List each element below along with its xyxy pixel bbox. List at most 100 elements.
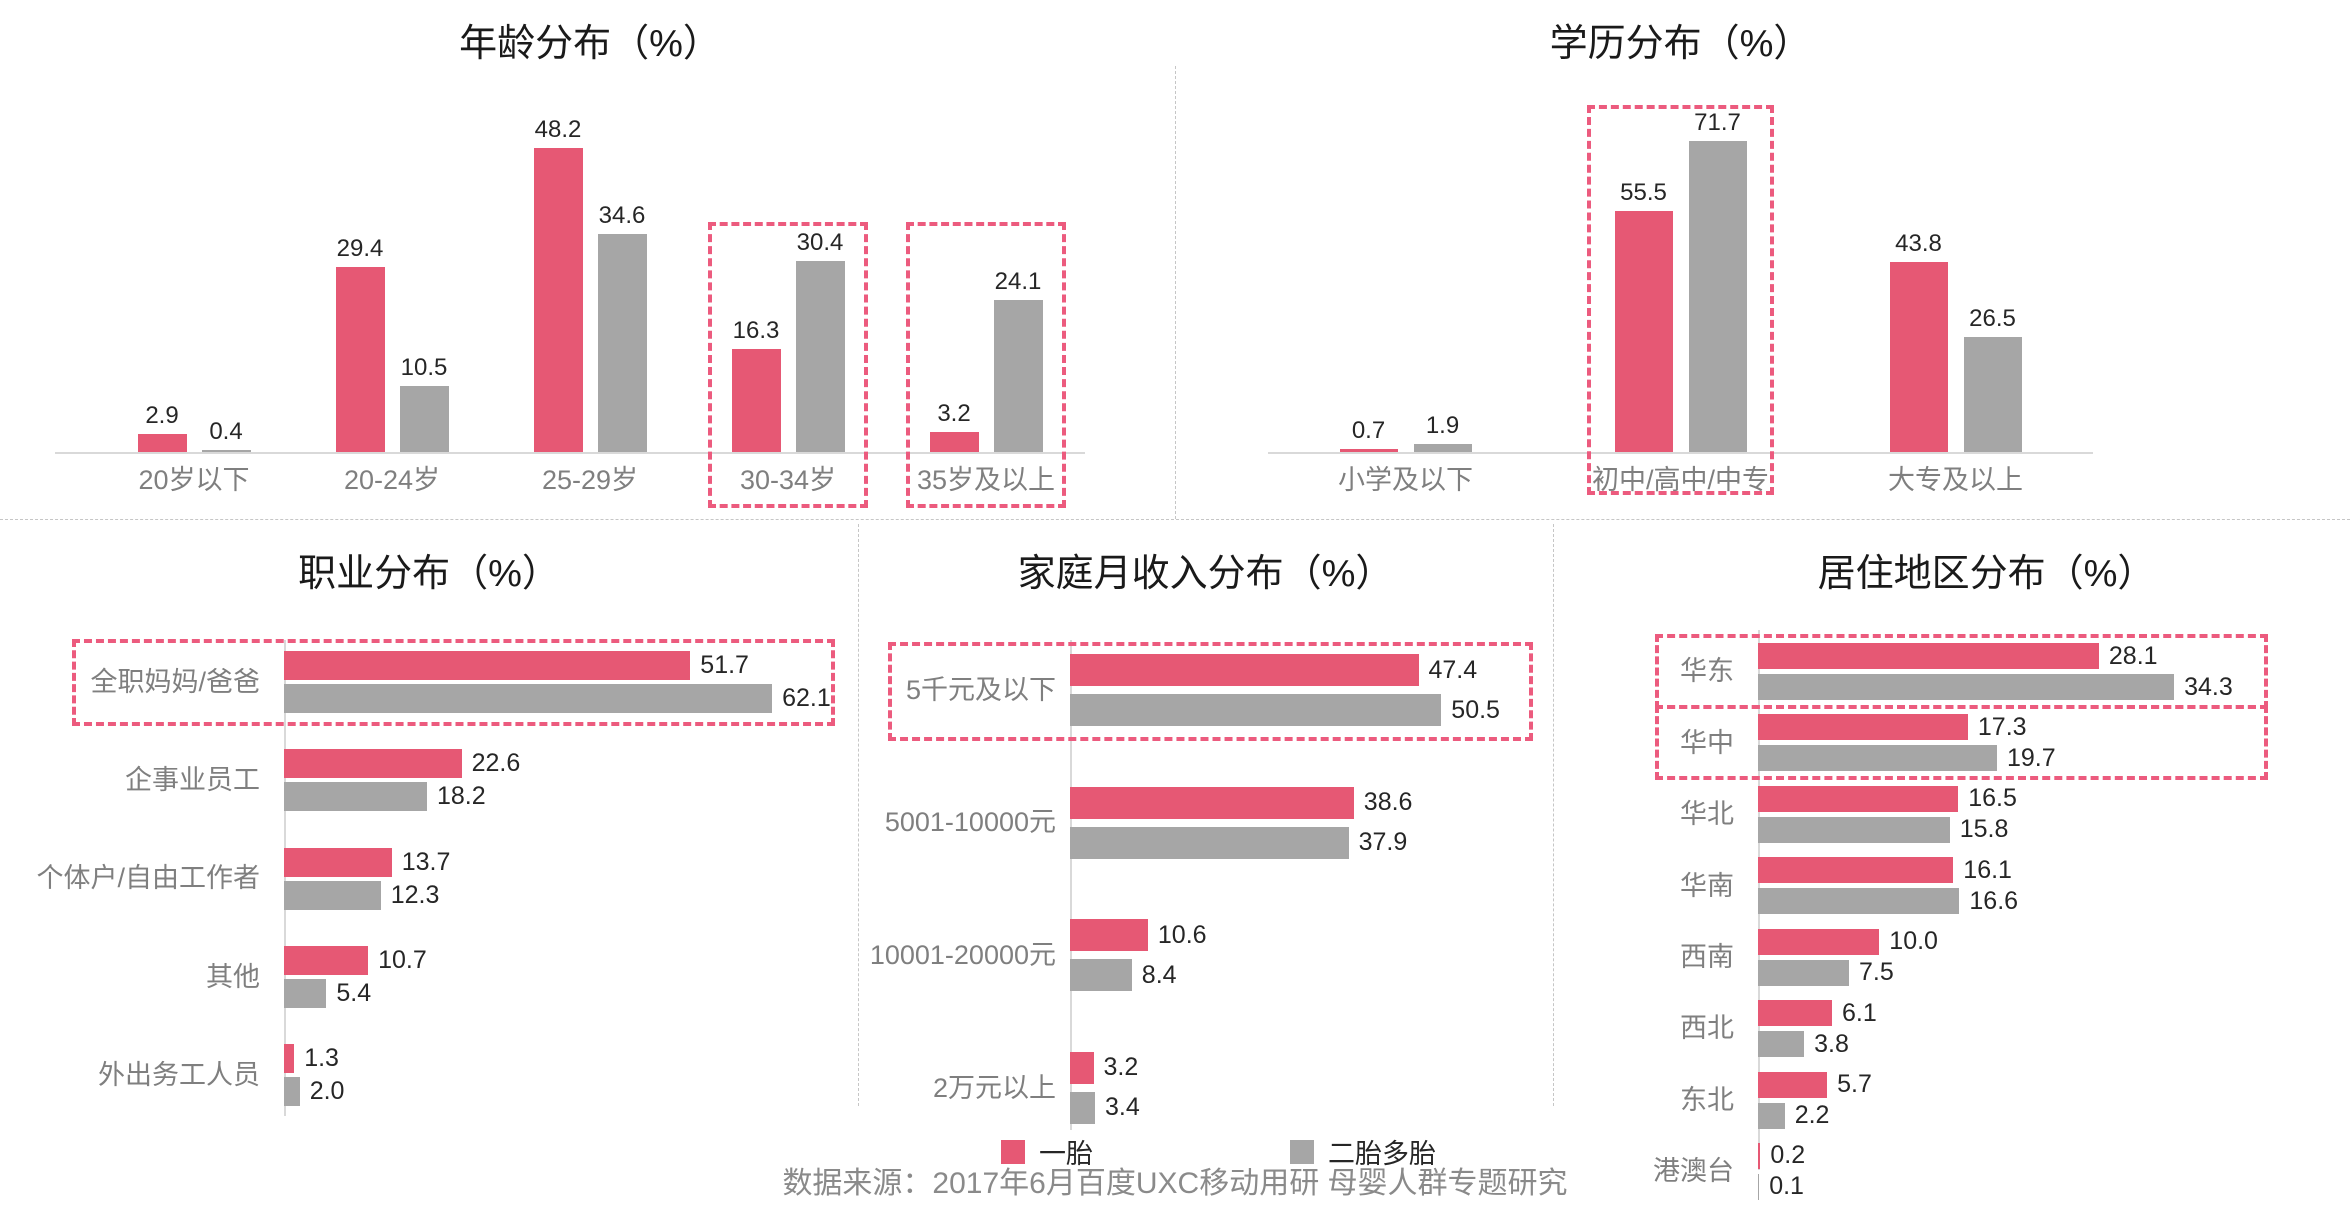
category-group: 55.5 71.7 初中/高中/中专 [1543,74,1818,504]
bar-with-label: 29.4 [335,234,385,452]
row-label: 华中 [1680,727,1734,758]
value-label: 30.4 [796,228,844,256]
legend-swatch-first-child [1001,1139,1025,1164]
bar-second-child [1758,816,1950,843]
bars: 3.2 24.1 [887,74,1085,452]
value-label: 62.1 [782,684,831,712]
bar-with-label: 8.4 [1070,959,1553,992]
bars: 2.9 0.4 [95,74,293,452]
row-bars: 10.7 5.4 [284,945,858,1008]
row-label: 东北 [1680,1084,1734,1115]
row-bars: 5.7 2.2 [1758,1070,2350,1130]
bar-with-label: 3.8 [1758,1031,2350,1058]
axis-baseline [55,452,1085,454]
value-label: 17.3 [1977,712,2027,741]
value-label: 5.7 [1837,1070,1872,1099]
bars: 29.4 10.5 [293,74,491,452]
chart-row: 华中 17.3 19.7 [1553,705,2350,781]
bar-with-label: 10.0 [1758,927,2350,956]
value-label: 1.3 [304,1044,339,1072]
plot-area: 0.7 1.9 小学及以下 55.5 71.7 初中/高中/中专 43.8 26.5 大专及以上 [1268,74,2093,504]
value-label: 2.2 [1794,1101,1830,1130]
value-label: 0.7 [1351,417,1386,444]
bar-with-label: 71.7 [1688,110,1747,452]
chart-panel-age: 年龄分布（%） 2.9 0.4 20岁以下 29.4 10.5 20-24岁 48.2 34.6… [30,8,1150,520]
bar-with-label: 1.9 [1413,413,1472,452]
row-label: 其他 [206,961,260,992]
legend-label-second-child: 二胎多胎 [1328,1139,1436,1169]
bars: 55.5 71.7 [1543,74,1818,452]
bar-first-child [284,651,691,680]
bar-with-label: 6.1 [1758,1000,2350,1027]
bar-with-label: 18.2 [284,782,858,812]
row-bars: 10.0 7.5 [1758,927,2350,986]
bar-second-child [284,1077,300,1106]
row-label: 华北 [1680,799,1734,830]
value-label: 8.4 [1141,960,1177,989]
row-bars: 38.6 37.9 [1070,786,1553,859]
bar-with-label: 51.7 [284,651,858,680]
row-bars: 22.6 18.2 [284,749,858,812]
chart-row: 华北 16.5 15.8 [1553,784,2350,844]
value-label: 10.0 [1889,927,1938,956]
value-label: 19.7 [2007,743,2056,772]
bar-first-child [929,431,979,452]
bar-with-label: 10.6 [1070,919,1553,952]
row-bars: 1.3 2.0 [284,1044,858,1106]
bar-second-child [1413,443,1472,452]
chart-row: 个体户/自由工作者 13.7 12.3 [0,847,858,910]
bar-with-label: 12.3 [284,880,858,910]
bar-second-child [1758,1102,1785,1129]
row-bars: 47.4 50.5 [1070,654,1553,726]
rows: 华东 28.1 34.3 华中 17.3 19.7 华北 16.5 15.8 华南 16.1 16.6… [1553,634,2350,1200]
bar-with-label: 47.4 [1070,654,1553,686]
category-group: 43.8 26.5 大专及以上 [1818,74,2093,504]
category-label: 20岁以下 [138,465,250,495]
category-label: 20-24岁 [343,465,441,495]
row-bars: 6.1 3.8 [1758,1000,2350,1058]
bar-second-child [284,880,381,910]
bar-with-label: 48.2 [533,118,583,452]
bar-with-label: 3.4 [1070,1091,1553,1124]
bar-with-label: 5.4 [284,978,858,1008]
chart-row: 企事业员工 22.6 18.2 [0,749,858,812]
bar-with-label: 55.5 [1614,178,1673,452]
bar-with-label: 2.2 [1758,1101,2350,1130]
chart-title: 学历分布（%） [1549,23,1812,65]
data-source-note: 数据来源：2017年6月百度UXC移动用研 母婴人群专题研究 [782,1167,1568,1200]
bar-first-child [1758,785,1959,812]
bar-with-label: 3.2 [929,401,979,452]
category-group: 29.4 10.5 20-24岁 [293,74,491,504]
value-label: 29.4 [336,234,384,262]
bar-with-label: 16.3 [731,319,781,452]
value-label: 18.2 [437,782,486,811]
bar-with-label: 10.7 [284,945,858,975]
bar-second-child [1758,674,2175,700]
chart-row: 华东 28.1 34.3 [1553,634,2350,709]
value-label: 10.6 [1157,920,1207,949]
chart-row: 外出务工人员 1.3 2.0 [0,1044,858,1106]
bar-second-child [795,260,845,452]
row-label: 企事业员工 [125,765,260,796]
legend-item-second-child: 二胎多胎 [1290,1132,1436,1171]
value-label: 16.5 [1968,784,2017,813]
value-label: 15.8 [1959,815,2009,844]
category-label: 初中/高中/中专 [1591,465,1769,495]
bar-with-label: 28.1 [1758,643,2350,669]
bar-with-label: 5.7 [1758,1070,2350,1099]
chart-panel-income: 家庭月收入分布（%） 5千元及以下 47.4 50.5 5001-10000元 38.6 3… [858,524,1553,1164]
divider-horizontal [0,519,2350,520]
category-group: 0.7 1.9 小学及以下 [1268,74,1543,504]
row-bars: 16.1 16.6 [1758,857,2350,915]
category-group: 48.2 34.6 25-29岁 [491,74,689,504]
axis-line [1070,640,1072,1130]
bar-second-child [1070,1091,1095,1124]
row-bars: 17.3 19.7 [1758,712,2350,772]
bar-first-child [1070,786,1354,819]
value-label: 55.5 [1620,178,1667,206]
row-label: 10001-20000元 [869,940,1056,971]
row-bars: 13.7 12.3 [284,847,858,910]
value-label: 16.6 [1969,886,2019,915]
plot-area: 2.9 0.4 20岁以下 29.4 10.5 20-24岁 48.2 34.6 25-29岁 1… [55,74,1085,508]
